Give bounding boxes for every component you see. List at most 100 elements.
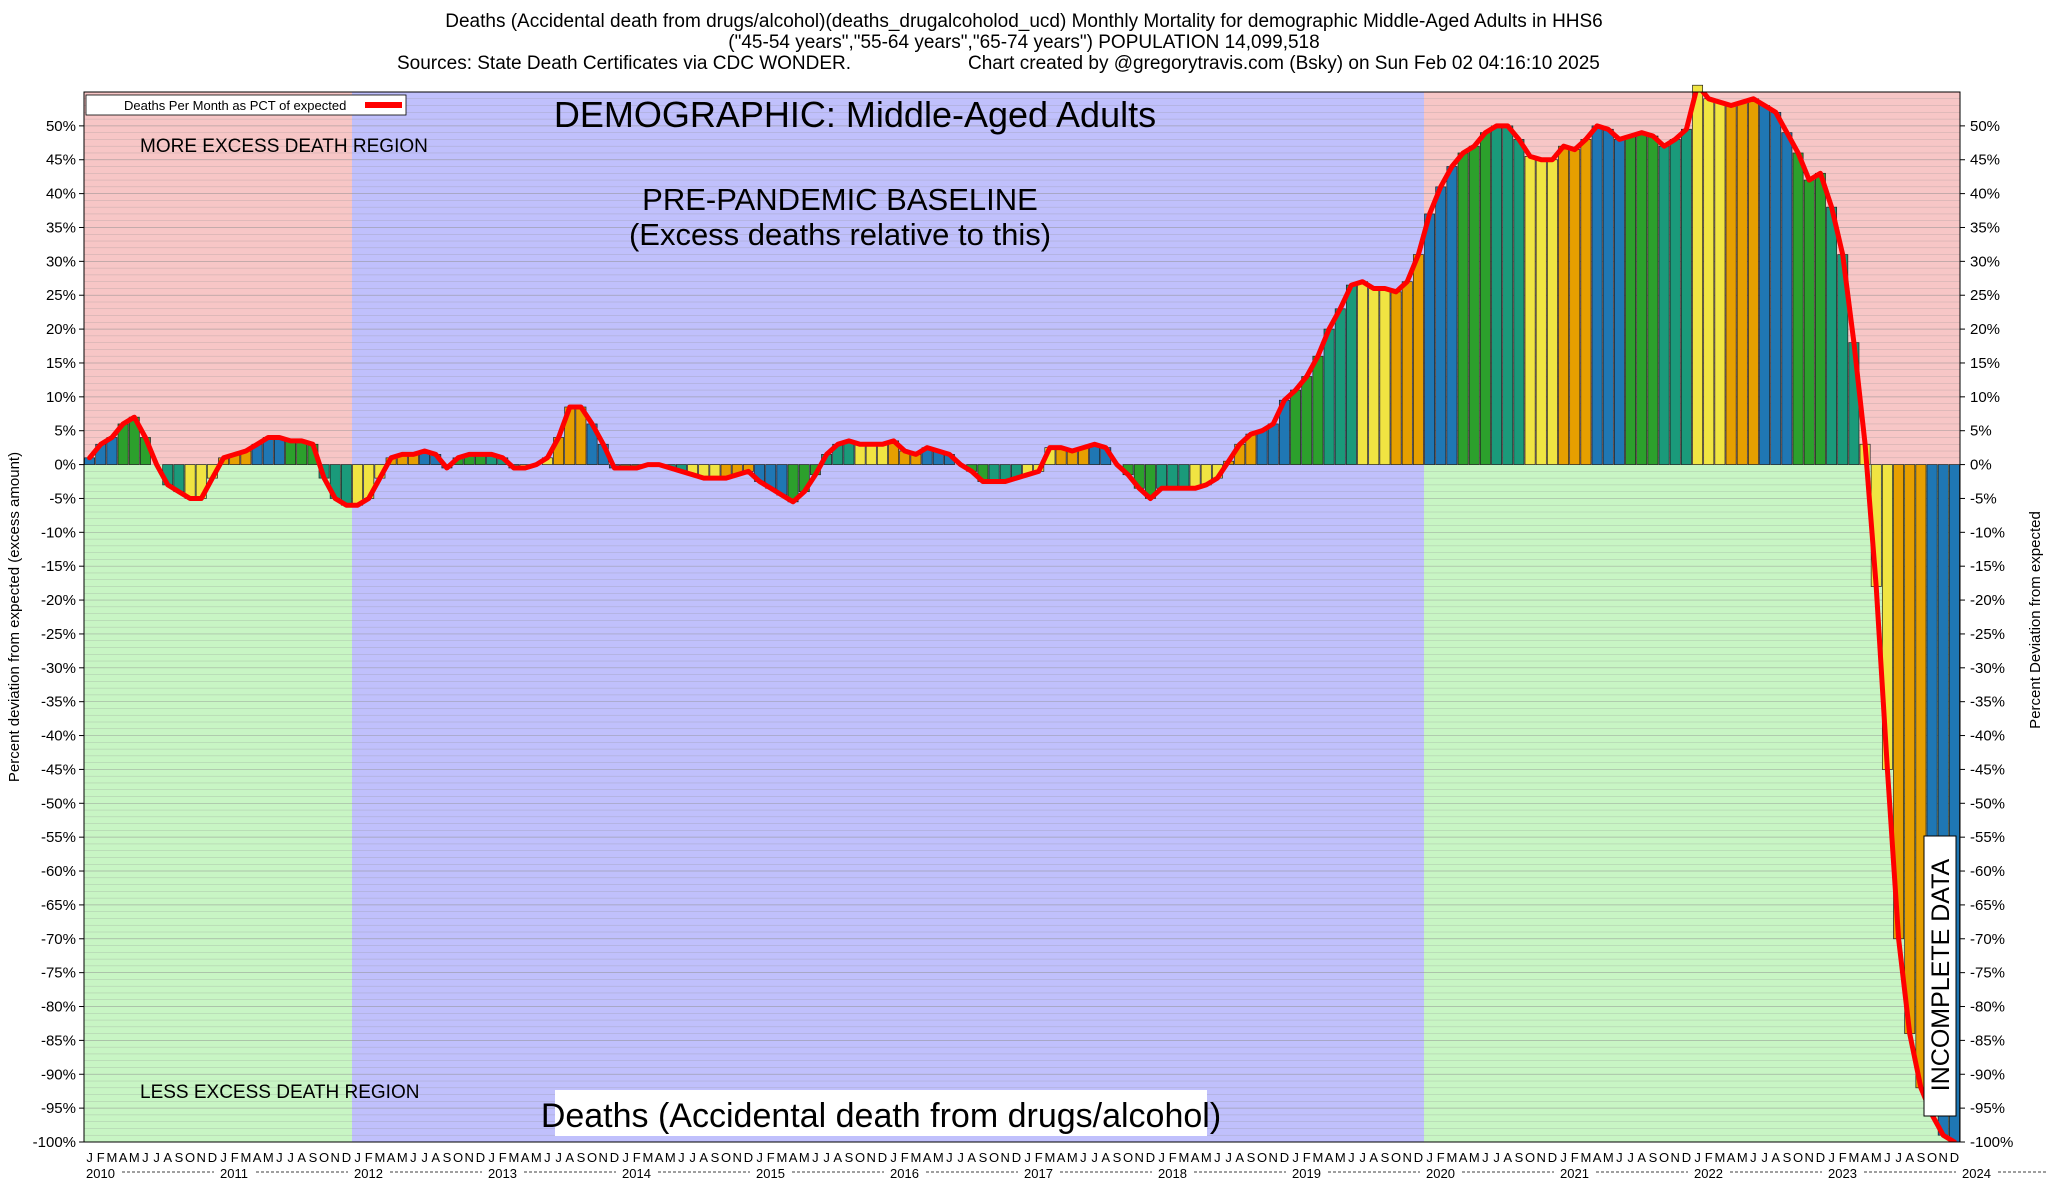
- month-label: O: [319, 1150, 329, 1165]
- month-label: J: [957, 1150, 964, 1165]
- y-tick-label-left: -90%: [41, 1066, 76, 1083]
- y-tick-label-right: 25%: [1970, 287, 2000, 304]
- y-tick-label-left: -15%: [41, 558, 76, 575]
- month-label: D: [1012, 1150, 1021, 1165]
- month-label: A: [565, 1150, 574, 1165]
- y-tick-label-left: 5%: [54, 423, 76, 440]
- excess-region-right: [1424, 92, 1960, 465]
- demographic-title: DEMOGRAPHIC: Middle-Aged Adults: [554, 94, 1156, 135]
- month-label: N: [1537, 1150, 1546, 1165]
- month-label: A: [1459, 1150, 1468, 1165]
- month-label: D: [476, 1150, 485, 1165]
- month-label: J: [1225, 1150, 1232, 1165]
- month-label: S: [309, 1150, 318, 1165]
- month-label: M: [374, 1150, 385, 1165]
- month-label: J: [1482, 1150, 1489, 1165]
- year-label: 2013: [488, 1166, 517, 1181]
- month-label: M: [240, 1150, 251, 1165]
- month-label: J: [410, 1150, 417, 1165]
- month-label: J: [1761, 1150, 1768, 1165]
- month-label: O: [1391, 1150, 1401, 1165]
- month-label: N: [197, 1150, 206, 1165]
- bar: [1323, 328, 1335, 465]
- y-tick-label-right: -70%: [1970, 931, 2005, 948]
- bar: [1714, 101, 1726, 465]
- month-label: F: [231, 1150, 239, 1165]
- month-label: S: [1783, 1150, 1792, 1165]
- month-label: J: [812, 1150, 819, 1165]
- y-tick-label-right: 20%: [1970, 321, 2000, 338]
- y-tick-label-right: 40%: [1970, 186, 2000, 203]
- bar: [988, 464, 1000, 482]
- month-label: J: [220, 1150, 227, 1165]
- y-tick-label-right: -40%: [1970, 728, 2005, 745]
- bar: [1658, 145, 1670, 465]
- bar: [1747, 98, 1759, 465]
- month-label: J: [1426, 1150, 1433, 1165]
- year-label: 2015: [756, 1166, 785, 1181]
- month-label: M: [263, 1150, 274, 1165]
- month-label: A: [1771, 1150, 1780, 1165]
- month-label: J: [1214, 1150, 1221, 1165]
- bar: [854, 443, 866, 465]
- month-label: D: [1414, 1150, 1423, 1165]
- month-label: M: [776, 1150, 787, 1165]
- year-label: 2016: [890, 1166, 919, 1181]
- month-label: J: [1080, 1150, 1087, 1165]
- month-label: A: [163, 1150, 172, 1165]
- month-label: A: [789, 1150, 798, 1165]
- legend-box: [85, 94, 407, 116]
- bar: [1301, 376, 1313, 465]
- month-label: F: [633, 1150, 641, 1165]
- month-label: N: [1269, 1150, 1278, 1165]
- bar: [1725, 105, 1737, 465]
- month-label: A: [521, 1150, 530, 1165]
- bar: [1792, 152, 1804, 465]
- y-tick-label-right: 30%: [1970, 253, 2000, 270]
- bar: [1524, 156, 1536, 465]
- month-label: S: [1649, 1150, 1658, 1165]
- month-label: F: [97, 1150, 105, 1165]
- y-tick-label-left: -20%: [41, 592, 76, 609]
- bar: [1680, 128, 1692, 465]
- bar: [1446, 166, 1458, 465]
- year-label: 2024: [1962, 1166, 1991, 1181]
- month-label: D: [1548, 1150, 1557, 1165]
- bar: [1256, 430, 1268, 465]
- month-label: F: [1571, 1150, 1579, 1165]
- y-tick-label-left: 25%: [46, 287, 76, 304]
- month-label: J: [354, 1150, 361, 1165]
- y-tick-label-left: 40%: [46, 186, 76, 203]
- bar: [1736, 101, 1748, 465]
- bar: [1178, 464, 1190, 489]
- y-tick-label-left: 30%: [46, 253, 76, 270]
- month-label: M: [799, 1150, 810, 1165]
- month-label: N: [331, 1150, 340, 1165]
- month-label: A: [1905, 1150, 1914, 1165]
- plot-frame: [83, 91, 1961, 1143]
- year-label: 2010: [86, 1166, 115, 1181]
- month-label: S: [175, 1150, 184, 1165]
- month-label: J: [946, 1150, 953, 1165]
- y-tick-label-right: -65%: [1970, 897, 2005, 914]
- month-label: O: [1659, 1150, 1669, 1165]
- month-label: N: [1135, 1150, 1144, 1165]
- month-label: O: [1793, 1150, 1803, 1165]
- month-label: J: [1348, 1150, 1355, 1165]
- month-label: M: [1178, 1150, 1189, 1165]
- month-label: M: [910, 1150, 921, 1165]
- month-label: F: [1303, 1150, 1311, 1165]
- y-tick-label-right: -80%: [1970, 999, 2005, 1016]
- month-label: F: [499, 1150, 507, 1165]
- month-label: A: [655, 1150, 664, 1165]
- y-tick-label-right: 10%: [1970, 389, 2000, 406]
- y-tick-label-right: 5%: [1970, 423, 1992, 440]
- y-tick-label-left: -40%: [41, 728, 76, 745]
- y-axis-label-right: Percent Deviation from expected: [2027, 511, 2044, 729]
- month-label: J: [153, 1150, 160, 1165]
- month-label: S: [443, 1150, 452, 1165]
- y-tick-label-left: -85%: [41, 1032, 76, 1049]
- bar: [1290, 389, 1302, 465]
- y-tick-label-right: -90%: [1970, 1066, 2005, 1083]
- y-tick-label-left: -60%: [41, 863, 76, 880]
